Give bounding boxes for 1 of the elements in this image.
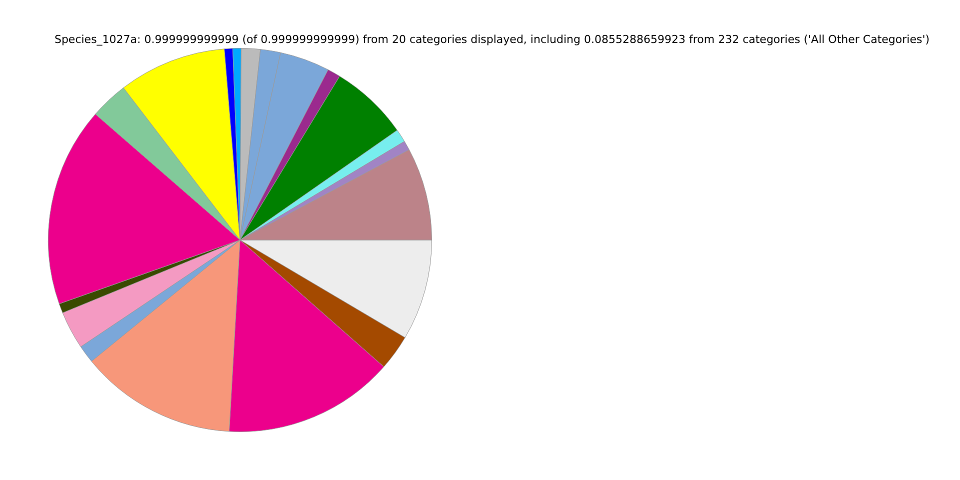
text: Species_1027a: 0.999999999999 (of 0.999999999999) from 20 categories displayed, including 0.0855288659923 from 232 categories ('All Other Categories') (53, 33, 931, 46)
